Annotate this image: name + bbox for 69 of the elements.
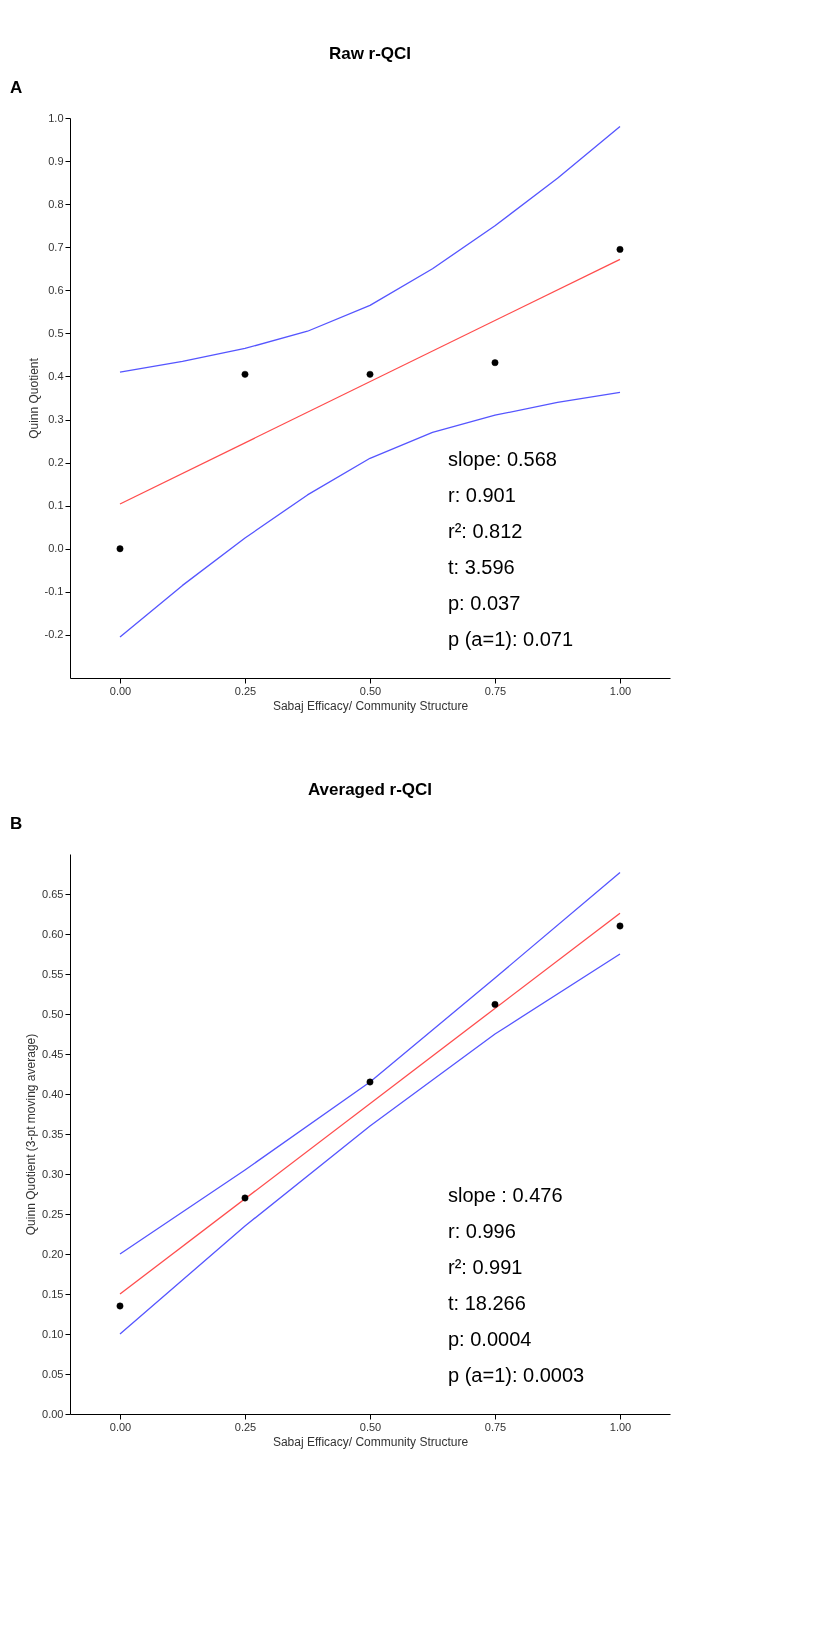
- x-tick-label: 1.00: [609, 684, 632, 697]
- y-tick-label: 1.0: [48, 111, 64, 124]
- annotation: slope : 0.476: [448, 1183, 563, 1206]
- y-tick-label: 0.4: [48, 369, 64, 382]
- point: [116, 545, 124, 553]
- x-tick-label: 0.25: [234, 1420, 257, 1433]
- y-tick-label: 0.05: [42, 1367, 64, 1380]
- y-tick-label: 0.2: [48, 456, 64, 469]
- line-series: [119, 125, 621, 373]
- y-tick-label: 0.30: [42, 1167, 64, 1180]
- annotation: r²: 0.812: [448, 519, 523, 542]
- point: [616, 922, 624, 930]
- point: [241, 370, 249, 378]
- annotation: r²: 0.991: [448, 1255, 523, 1278]
- point: [616, 245, 624, 253]
- x-tick-label: 0.00: [109, 684, 132, 697]
- annotation: p (a=1): 0.0003: [448, 1363, 585, 1386]
- text: A: [10, 78, 23, 97]
- y-tick-label: 0.55: [42, 967, 64, 980]
- annotation: p: 0.0004: [448, 1327, 532, 1350]
- annotation: r: 0.996: [448, 1219, 516, 1242]
- y-tick-label: 0.7: [48, 240, 64, 253]
- annotation: p: 0.037: [448, 591, 521, 614]
- x-axis-title: Sabaj Efficacy/ Community Structure: [272, 1434, 469, 1449]
- y-tick-label: 0.40: [42, 1087, 64, 1100]
- y-tick-label: 0.10: [42, 1327, 64, 1340]
- annotation: p (a=1): 0.071: [448, 627, 574, 650]
- annotation: r: 0.901: [448, 483, 516, 506]
- y-tick-label: 0.1: [48, 499, 64, 512]
- y-tick-label: 0.15: [42, 1287, 64, 1300]
- y-tick-label: -0.2: [44, 628, 64, 641]
- y-tick-label: 0.25: [42, 1207, 64, 1220]
- y-tick-label: 0.3: [48, 413, 64, 426]
- y-tick-label: 0.20: [42, 1247, 64, 1260]
- y-axis-title: Quinn Quotient (3-pt moving average): [24, 1033, 39, 1236]
- y-tick-label: 0.8: [48, 197, 64, 210]
- x-tick-label: 0.25: [234, 684, 257, 697]
- x-tick-label: 0.75: [484, 1420, 507, 1433]
- annotation: t: 3.596: [448, 555, 515, 578]
- x-tick-label: 0.00: [109, 1420, 132, 1433]
- y-tick-label: 0.60: [42, 927, 64, 940]
- point: [116, 1302, 124, 1310]
- y-tick-label: 0.0: [48, 542, 64, 555]
- point: [366, 370, 374, 378]
- y-tick-label: -0.1: [44, 585, 64, 598]
- x-tick-label: 0.50: [359, 684, 382, 697]
- x-tick-label: 0.75: [484, 684, 507, 697]
- y-axis-title: Quinn Quotient: [26, 357, 41, 439]
- text: B: [10, 814, 23, 833]
- annotation: t: 18.266: [448, 1291, 526, 1314]
- x-axis-title: Sabaj Efficacy/ Community Structure: [272, 698, 469, 713]
- y-tick-label: 0.5: [48, 326, 64, 339]
- y-tick-label: 0.45: [42, 1047, 64, 1060]
- y-tick-label: 0.65: [42, 887, 64, 900]
- y-tick-label: 0.00: [42, 1407, 64, 1420]
- y-tick-label: 0.35: [42, 1127, 64, 1140]
- point: [491, 359, 499, 367]
- point: [366, 1078, 374, 1086]
- y-tick-label: 0.50: [42, 1007, 64, 1020]
- point: [241, 1194, 249, 1202]
- annotation: slope: 0.568: [448, 447, 557, 470]
- y-tick-label: 0.9: [48, 154, 64, 167]
- line-series: [119, 871, 621, 1255]
- chart-title: Averaged r-QCI: [307, 780, 433, 799]
- chart-title: Raw r-QCI: [328, 44, 412, 63]
- x-tick-label: 1.00: [609, 1420, 632, 1433]
- y-tick-label: 0.6: [48, 283, 64, 296]
- x-tick-label: 0.50: [359, 1420, 382, 1433]
- point: [491, 1000, 499, 1008]
